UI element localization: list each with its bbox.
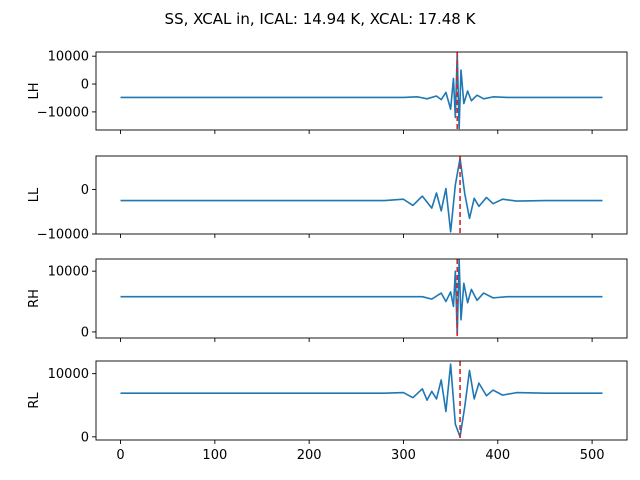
subplot-ll: −10000 0 LL [27,155,628,243]
y-axis-label: LL [27,187,42,202]
y-tick-label: 10000 [48,367,89,382]
y-axis-label: RH [27,289,42,308]
x-tick-label: 100 [202,448,227,463]
y-tick-label: 0 [81,183,89,198]
x-tick-label: 0 [116,448,124,463]
y-tick-label: 10000 [48,50,89,65]
x-tick-label: 500 [580,448,605,463]
y-tick-label: 0 [81,325,89,340]
series-line [120,157,603,233]
y-axis-label: RL [27,392,42,409]
series-line [120,52,603,130]
series-line [120,363,603,438]
axes-frame [95,360,628,441]
x-tick-label: 300 [391,448,416,463]
y-axis-label: LH [27,82,42,99]
y-tick-label: 0 [81,430,89,445]
chart-title: SS, XCAL in, ICAL: 14.94 K, XCAL: 17.48 … [165,10,477,28]
x-tick-label: 400 [485,448,510,463]
axes-frame [95,51,628,131]
axes-frame [95,155,628,235]
y-tick-label: 0 [81,78,89,93]
subplot-lh: −10000 0 10000 LH [27,50,628,134]
series-line [120,259,603,336]
subplot-panels: −10000 0 10000 LH −10000 0 LL 0 10000 RH 0 10000 0 10… [27,50,628,463]
x-tick-label: 200 [297,448,322,463]
y-tick-label: −10000 [37,105,89,120]
subplot-rl: 0 10000 0 100 200 300 400 500 RL [27,360,628,463]
y-tick-label: −10000 [37,228,89,243]
subplot-rh: 0 10000 RH [27,258,628,342]
axes-frame [95,258,628,339]
y-tick-label: 10000 [48,265,89,280]
